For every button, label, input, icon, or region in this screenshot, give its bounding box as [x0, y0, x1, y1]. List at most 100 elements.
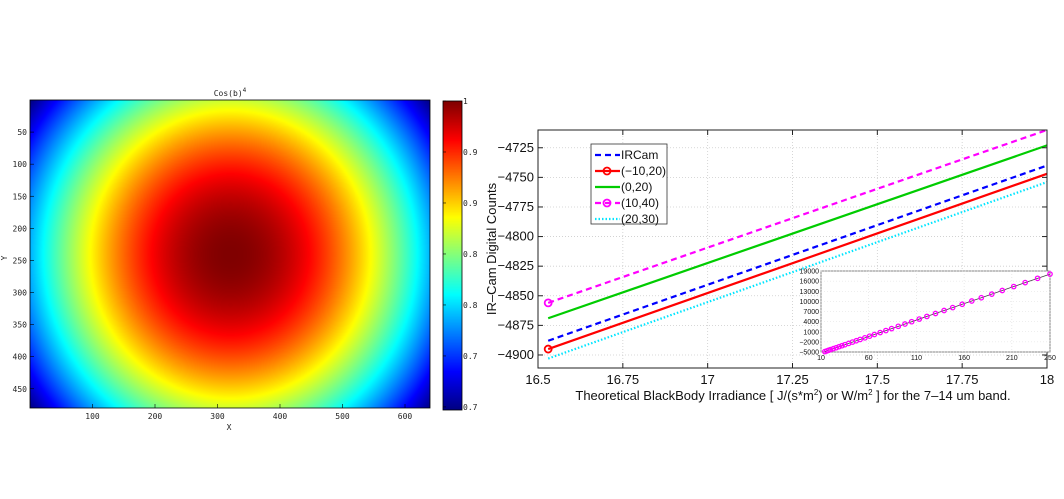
- inset-series-marker: [949, 304, 956, 311]
- inset-series-marker: [857, 336, 863, 343]
- heatmap-axes-box: [29, 99, 431, 409]
- inset-series-marker: [916, 316, 923, 322]
- colorbar-tick-label: 0.7: [463, 403, 478, 412]
- legend-label: (20,30): [621, 212, 659, 226]
- inset-series-marker: [902, 321, 908, 327]
- heatmap-ytick-label: 100: [13, 160, 28, 169]
- heatmap-ytick-label: 400: [13, 353, 28, 362]
- legend-label: (0,20): [621, 180, 652, 194]
- legend-label: (10,40): [621, 196, 659, 210]
- inset-xtick-label: 210: [1006, 355, 1018, 362]
- series-marker: [543, 298, 553, 308]
- ytick-label: −4900: [497, 347, 534, 362]
- inset-series-marker: [839, 342, 845, 349]
- inset-series-marker: [908, 318, 915, 325]
- heatmap-ytick-label: 200: [13, 224, 28, 233]
- heatmap-ytick-label: 50: [17, 128, 27, 137]
- inset-series-marker: [978, 294, 985, 301]
- colorbar: [443, 101, 462, 410]
- inset-series-marker: [1047, 271, 1053, 277]
- heatmap-xlabel: X: [227, 423, 232, 432]
- ytick-label: −4725: [497, 140, 534, 155]
- colorbar-tick-label: 0.9: [463, 199, 478, 208]
- ytick-label: −4775: [497, 199, 534, 214]
- legend-label: IRCam: [621, 148, 658, 162]
- series-line: [547, 172, 1048, 351]
- inset-ytick-label: −5000: [799, 350, 819, 357]
- inset-series-marker: [830, 345, 837, 352]
- inset-chart: 10 60 110 160 210 250 19000 16000 13000 10000 7000…: [799, 269, 1056, 363]
- inset-series-marker: [932, 310, 939, 317]
- colorbar-tick-label: 0.8: [463, 301, 478, 310]
- heatmap-ytick-label: 350: [13, 321, 28, 330]
- inset-xtick-label: 60: [865, 355, 873, 362]
- inset-series-marker: [1022, 279, 1029, 286]
- heatmap-ytick-label: 250: [13, 256, 28, 265]
- inset-series-marker: [877, 329, 884, 336]
- inset-series-marker: [924, 313, 930, 320]
- xtick-label: 16.75: [607, 372, 640, 387]
- xtick-label: 17.5: [865, 372, 890, 387]
- heatmap-xtick-label: 100: [85, 412, 100, 421]
- inset-ytick-label: 19000: [800, 269, 820, 276]
- inset-ytick-label: 16000: [800, 279, 820, 286]
- main-xlabel: Theoretical BlackBody Irradiance [ J/(s*…: [575, 388, 1010, 403]
- main-ylabel: IR–Cam Digital Counts: [484, 182, 499, 315]
- inset-series-marker: [888, 325, 895, 332]
- inset-series-marker: [883, 327, 889, 334]
- series-line: [547, 128, 1048, 304]
- series-line: [547, 164, 1048, 342]
- inset-series-marker: [959, 301, 966, 308]
- ytick-label: −4750: [497, 169, 534, 184]
- inset-ytick-label: −2000: [799, 339, 819, 346]
- heatmap-image: [30, 100, 430, 408]
- series-line: [547, 144, 1048, 320]
- colorbar-tick-label: 0.7: [463, 352, 478, 361]
- heatmap-xtick-label: 300: [210, 412, 225, 421]
- heatmap-xtick-label: 400: [273, 412, 288, 421]
- heatmap-ytick-label: 150: [13, 192, 28, 201]
- ytick-label: −4800: [497, 229, 534, 244]
- colorbar-tick-label: 0.9: [463, 148, 478, 157]
- legend-marker: [602, 198, 612, 208]
- legend: IRCam (−10,20) (0,20) (10,40) (20,30): [590, 143, 668, 226]
- heatmap-ytick-label: 300: [13, 289, 28, 298]
- xtick-label: 17: [700, 372, 714, 387]
- heatmap-figure: Cos(b)4 X Y 100 200 300 400 500 600 50 100 150 20…: [0, 87, 478, 432]
- inset-series-marker: [1010, 283, 1017, 290]
- inset-series-marker: [836, 343, 842, 350]
- inset-series-marker: [862, 334, 868, 341]
- series-line: [547, 181, 1048, 360]
- inset-series-marker: [866, 333, 873, 340]
- colorbar-tick-label: 0.8: [463, 250, 478, 259]
- inset-series-marker: [999, 287, 1006, 294]
- ytick-label: −4875: [497, 317, 534, 332]
- inset-series-marker: [941, 307, 947, 314]
- ytick-label: −4825: [497, 258, 534, 273]
- xtick-label: 16.5: [525, 372, 550, 387]
- heatmap-xtick-label: 600: [398, 412, 413, 421]
- legend-box: [590, 143, 668, 225]
- ytick-label: −4850: [497, 288, 534, 303]
- inset-xtick-label: 250: [1044, 355, 1056, 362]
- inset-series-marker: [895, 323, 902, 330]
- inset-series-marker: [871, 331, 878, 338]
- series-marker: [543, 344, 553, 354]
- heatmap-xtick-label: 200: [148, 412, 163, 421]
- heatmap-title: Cos(b)4: [214, 87, 247, 98]
- inset-series-marker: [833, 344, 840, 351]
- inset-xtick-label: 160: [958, 355, 970, 362]
- legend-marker: [602, 166, 612, 176]
- inset-series-marker: [968, 298, 975, 304]
- inset-ytick-label: 7000: [803, 309, 819, 316]
- colorbar-tick-label: 1: [463, 97, 468, 106]
- inset-ytick-label: 1000: [803, 329, 819, 336]
- heatmap-xtick-label: 500: [335, 412, 350, 421]
- colorbar-box: [442, 100, 463, 411]
- xtick-label: 18: [1040, 372, 1054, 387]
- inset-ytick-label: 10000: [800, 299, 820, 306]
- legend-label: (−10,20): [621, 164, 666, 178]
- inset-series-marker: [1034, 275, 1041, 282]
- xtick-label: 17.25: [776, 372, 809, 387]
